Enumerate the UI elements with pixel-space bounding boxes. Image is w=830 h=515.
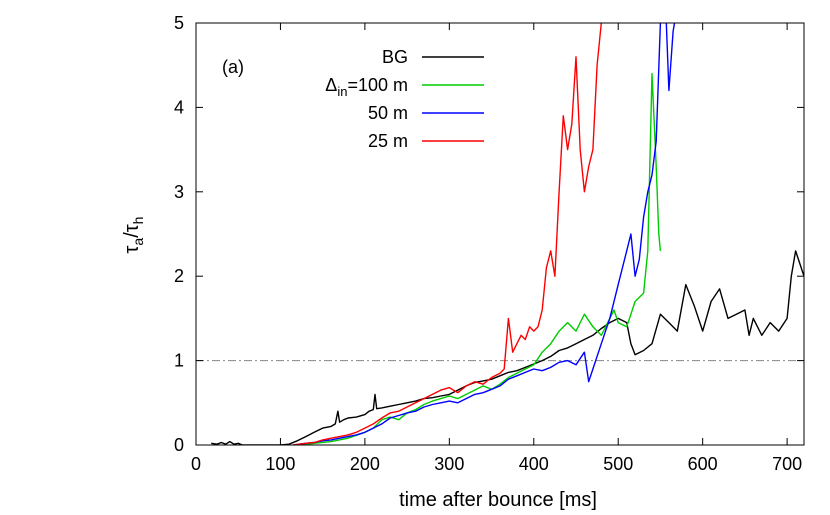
x-axis-label: time after bounce [ms]: [399, 489, 597, 511]
tick-layer: 0 100 200 300 400 500 600 700 0 1 2 3 4 5: [174, 13, 804, 474]
y-axis-label-base2: τ: [121, 224, 143, 232]
y-tick-label: 2: [174, 266, 184, 286]
panel-label: (a): [222, 57, 244, 77]
x-tick-label: 0: [191, 454, 201, 474]
series-line-g100: [297, 72, 662, 445]
x-tick-label: 400: [519, 454, 549, 474]
legend-label-delta-sub: in: [337, 84, 347, 99]
x-tick-label: 300: [434, 454, 464, 474]
y-axis-label-sub2: h: [130, 217, 146, 225]
y-axis-label-base: τ: [121, 245, 143, 253]
x-tick-label: 600: [688, 454, 718, 474]
y-tick-label: 0: [174, 435, 184, 455]
series-line-r25: [293, 23, 603, 445]
y-axis-label-sub1: a: [130, 238, 146, 246]
y-axis-label-slash: /: [121, 232, 143, 238]
y-tick-label: 1: [174, 351, 184, 371]
legend: BG Δin=100 m 50 m 25 m: [325, 47, 484, 151]
legend-label-25m: 25 m: [368, 131, 408, 151]
series-layer: [211, 23, 804, 445]
x-tick-label: 100: [265, 454, 295, 474]
y-tick-label: 4: [174, 97, 184, 117]
x-tick-label: 700: [772, 454, 802, 474]
legend-label-delta-in-100: Δin=100 m: [325, 75, 408, 99]
y-tick-label: 5: [174, 13, 184, 33]
legend-label-bg: BG: [382, 47, 408, 67]
legend-label-50m: 50 m: [368, 103, 408, 123]
legend-label-delta-symbol: Δ: [325, 75, 337, 95]
legend-label-delta-tail: =100 m: [347, 75, 408, 95]
x-tick-label: 500: [603, 454, 633, 474]
x-tick-label: 200: [350, 454, 380, 474]
y-tick-label: 3: [174, 182, 184, 202]
plot-frame: [195, 22, 805, 446]
series-line-bg: [211, 250, 804, 445]
series-line-b50: [293, 23, 676, 445]
y-axis-label: τa/τh: [121, 217, 146, 254]
